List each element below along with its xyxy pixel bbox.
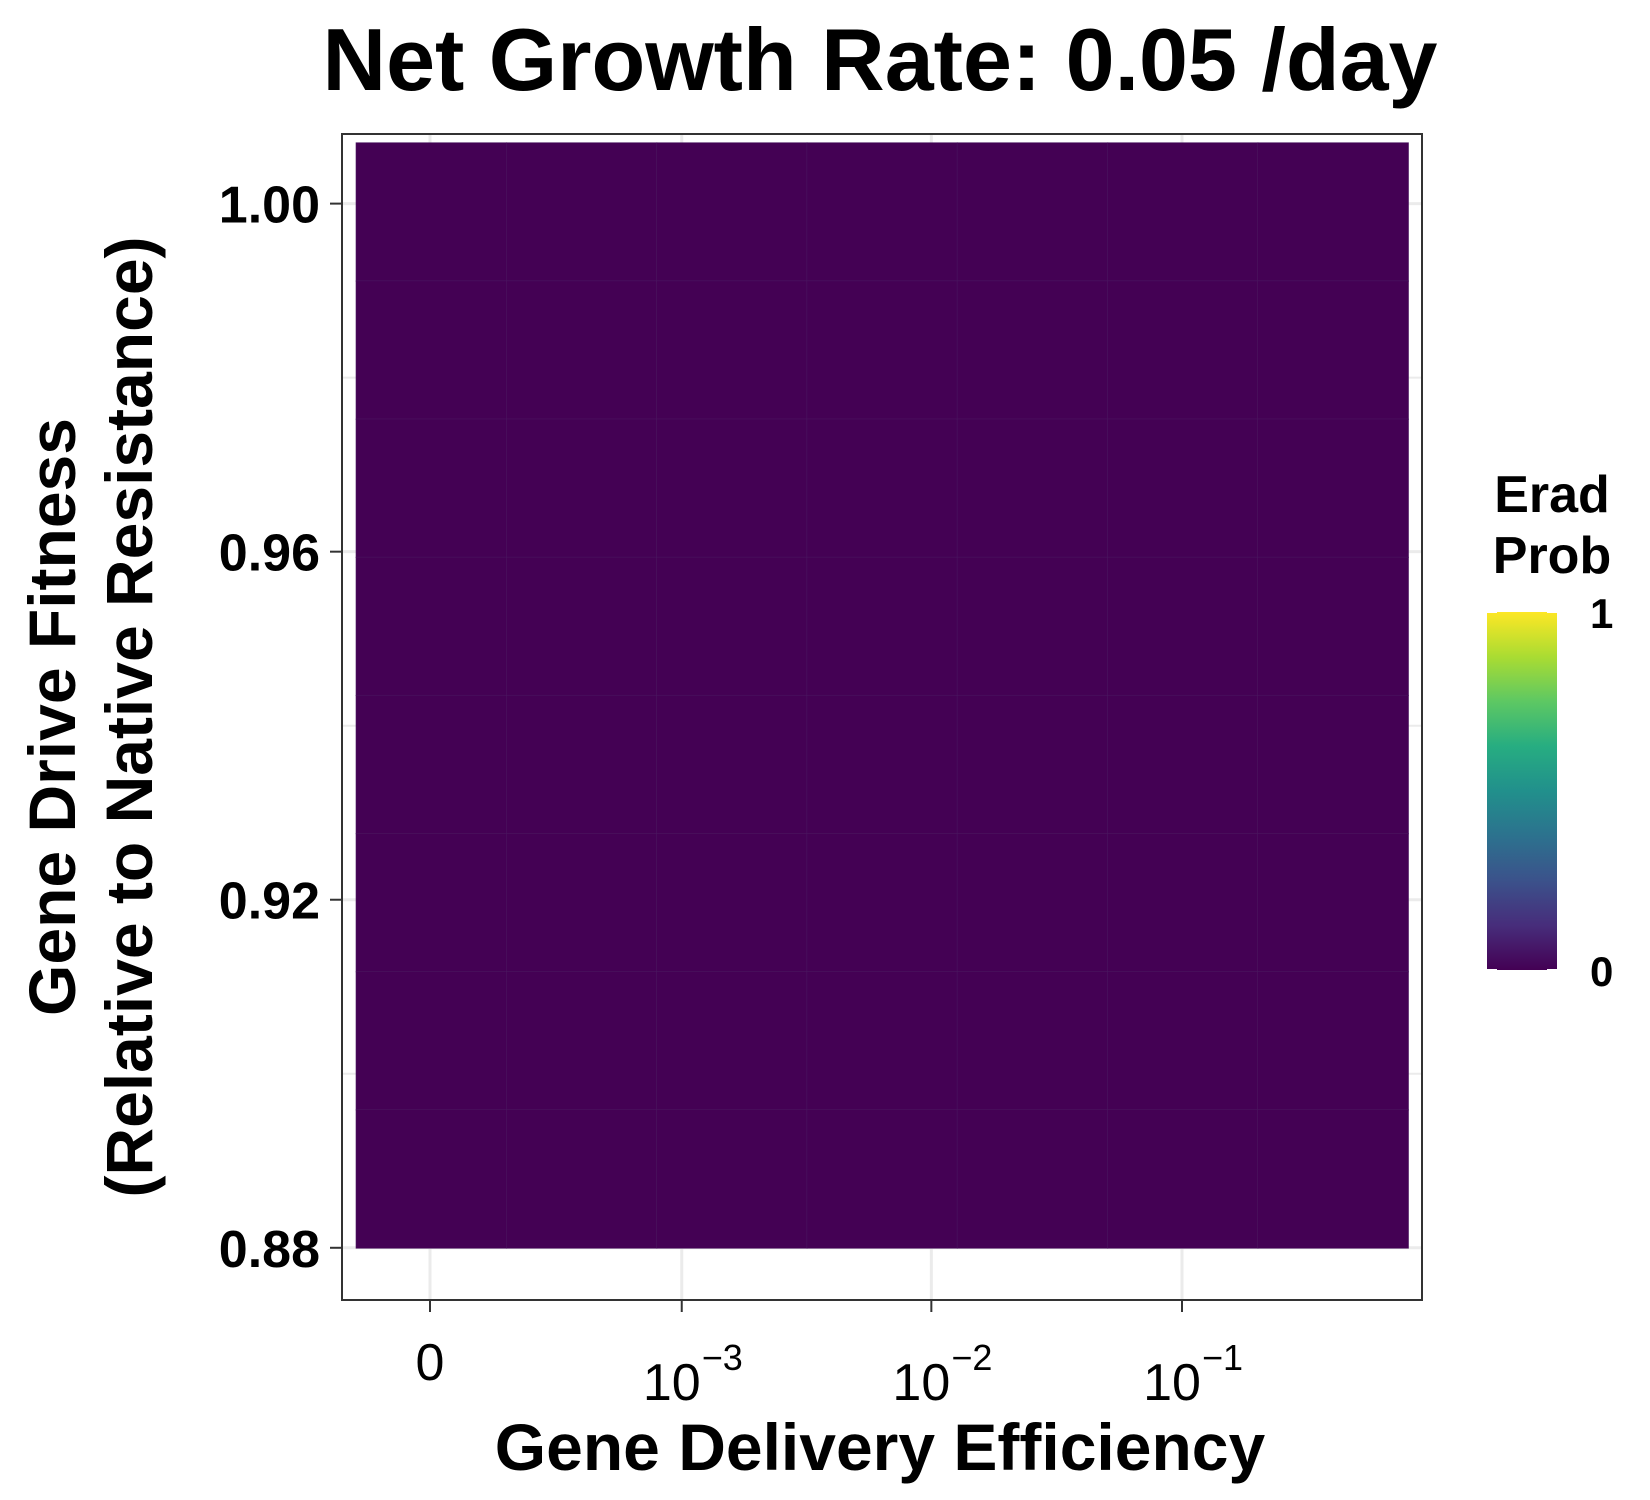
heatmap-cell [355, 556, 508, 697]
heatmap-cell [806, 1109, 958, 1249]
heatmap-cell [956, 556, 1109, 697]
heatmap-cell [806, 142, 958, 282]
x-tick-exponent: −3 [702, 1337, 743, 1378]
heatmap-cell [505, 1109, 658, 1249]
heatmap-cell [1257, 418, 1409, 558]
heatmap-cell [505, 833, 658, 973]
heatmap-cell [656, 1109, 808, 1249]
x-axis-title: Gene Delivery Efficiency [495, 1410, 1266, 1484]
heatmap-cell [1257, 556, 1409, 697]
heatmap-cell [1107, 833, 1259, 973]
heatmap-cell [505, 142, 658, 282]
y-tick-label: 0.88 [219, 1221, 320, 1279]
heatmap-cell [656, 694, 808, 835]
y-tick-label: 0.92 [219, 873, 320, 931]
heatmap-cell [956, 418, 1109, 558]
x-tick-exponent: −2 [951, 1337, 992, 1378]
heatmap-cell [656, 418, 808, 558]
heatmap-cell [806, 280, 958, 420]
heatmap-cell [656, 971, 808, 1111]
heatmap-cell [505, 556, 658, 697]
heatmap-cell [956, 142, 1109, 282]
y-axis-title-line1: Gene Drive Fitness [15, 418, 89, 1016]
heatmap-cell [1257, 694, 1409, 835]
heatmap-cell [355, 1109, 508, 1249]
heatmap-cell [1107, 142, 1259, 282]
heatmap-cell [505, 418, 658, 558]
heatmap-cell [355, 142, 508, 282]
y-axis: 1.00 0.96 0.92 0.88 [219, 177, 342, 1279]
heatmap-cell [956, 971, 1109, 1111]
heatmap-tiles [355, 142, 1409, 1249]
heatmap-cell [956, 833, 1109, 973]
heatmap-cell [956, 694, 1109, 835]
legend-title-line2: Prob [1493, 527, 1611, 585]
heatmap-cell [656, 833, 808, 973]
heatmap-cell [1107, 1109, 1259, 1249]
heatmap-cell [355, 694, 508, 835]
legend-label-min: 0 [1590, 948, 1613, 995]
y-axis-title-line2: (Relative to Native Resistance) [92, 236, 166, 1197]
heatmap-cell [806, 833, 958, 973]
heatmap-cell [656, 142, 808, 282]
legend-title-line1: Erad [1494, 466, 1610, 524]
heatmap-cell [656, 280, 808, 420]
heatmap-cell [1257, 280, 1409, 420]
heatmap-cell [1257, 971, 1409, 1111]
heatmap-cell [1107, 971, 1259, 1111]
heatmap-cell [1107, 418, 1259, 558]
heatmap-cell [1107, 694, 1259, 835]
heatmap-cell [505, 694, 658, 835]
heatmap-cell [1107, 280, 1259, 420]
x-tick-label: 0 [416, 1334, 445, 1392]
x-tick-label: 10 [643, 1354, 701, 1412]
heatmap-cell [505, 971, 658, 1111]
y-tick-label: 0.96 [219, 525, 320, 583]
heatmap-cell [1257, 142, 1409, 282]
x-tick-label: 10 [892, 1354, 950, 1412]
heatmap-cell [355, 833, 508, 973]
x-tick-label: 10 [1143, 1354, 1201, 1412]
heatmap-cell [1107, 556, 1259, 697]
heatmap-cell [355, 418, 508, 558]
heatmap-cell [355, 971, 508, 1111]
heatmap-cell [956, 1109, 1109, 1249]
heatmap-cell [1257, 1109, 1409, 1249]
heatmap-cell [806, 556, 958, 697]
x-tick-exponent: −1 [1202, 1337, 1243, 1378]
x-axis: 0 10 −3 10 −2 10 −1 [416, 1300, 1243, 1412]
heatmap-cell [505, 280, 658, 420]
heatmap-cell [806, 971, 958, 1111]
y-tick-label: 1.00 [219, 177, 320, 235]
heatmap-cell [355, 280, 508, 420]
heatmap-cell [806, 694, 958, 835]
heatmap-cell [956, 280, 1109, 420]
legend: Erad Prob 1 0 [1487, 466, 1613, 995]
legend-label-max: 1 [1590, 590, 1613, 637]
legend-colorbar [1487, 612, 1557, 970]
heatmap-cell [1257, 833, 1409, 973]
panel-border [341, 133, 1423, 1301]
heatmap-cell [806, 418, 958, 558]
chart-title: Net Growth Rate: 0.05 /day [323, 10, 1438, 109]
heatmap-cell [656, 556, 808, 697]
